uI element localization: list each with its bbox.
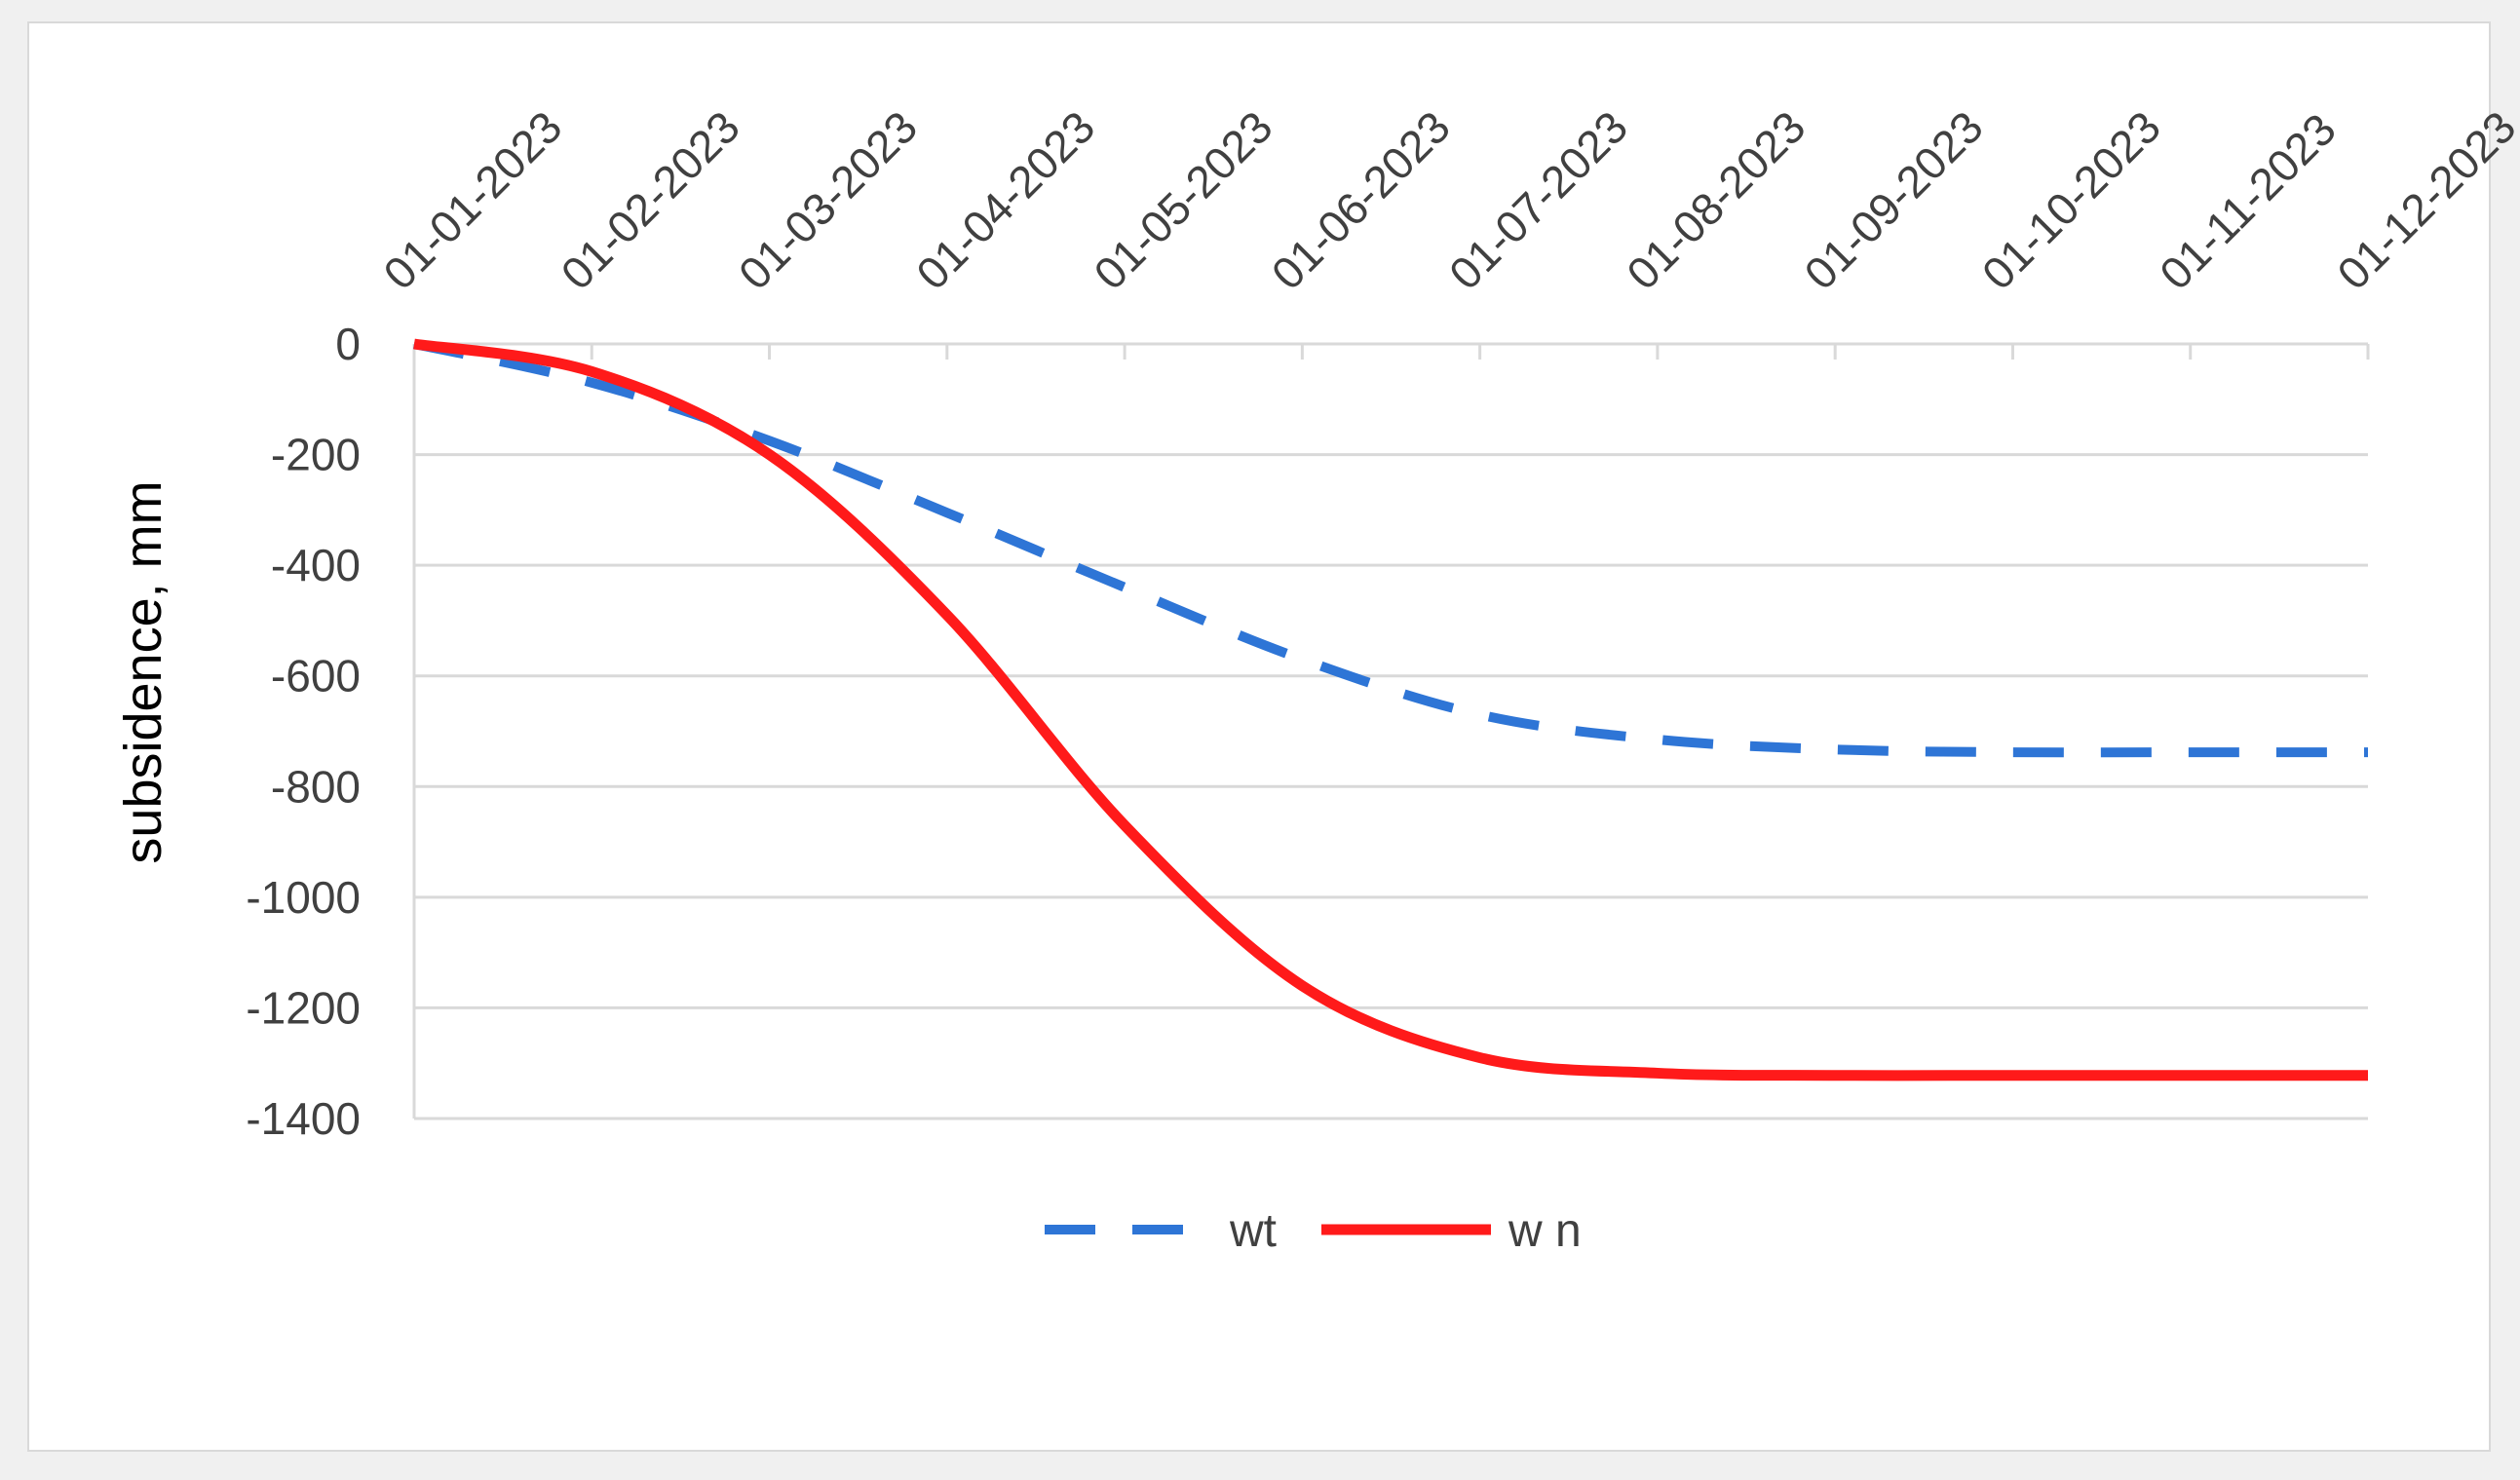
y-tick-label: -800	[271, 761, 361, 812]
x-tick-label: 01-01-2023	[373, 101, 571, 299]
chart-frame	[27, 21, 2491, 1452]
y-tick-label: -400	[271, 540, 361, 590]
y-axis-title: subsidence, mm	[114, 480, 172, 863]
x-tick-labels: 01-01-202301-02-202301-03-202301-04-2023…	[373, 101, 2520, 299]
y-tick-label: -1000	[246, 872, 361, 923]
x-tick-label: 01-05-2023	[1084, 101, 1281, 299]
x-tick-label: 01-08-2023	[1617, 101, 1814, 299]
y-tick-label: 0	[335, 319, 361, 369]
gridlines	[412, 342, 2370, 1120]
x-tick-label: 01-02-2023	[552, 101, 749, 299]
y-tick-label: -200	[271, 430, 361, 480]
series-line-w-n	[413, 338, 2368, 1082]
y-tick-label: -1400	[246, 1093, 361, 1144]
legend: wt w n	[1045, 1205, 1582, 1257]
y-tick-label: -1200	[246, 982, 361, 1033]
series-line-wt	[412, 339, 2368, 758]
x-tick-label: 01-06-2023	[1262, 101, 1460, 299]
x-tick-label: 01-12-2023	[2327, 101, 2520, 299]
series-lines	[412, 338, 2368, 1082]
x-tick-label: 01-07-2023	[1439, 101, 1637, 299]
y-tick-label: -600	[271, 651, 361, 702]
legend-label-wt: wt	[1229, 1205, 1277, 1257]
x-tick-label: 01-03-2023	[729, 101, 927, 299]
x-tick-label: 01-11-2023	[2150, 103, 2346, 299]
legend-label-w-n: w n	[1508, 1205, 1582, 1257]
y-tick-labels: 0 -200 -400 -600 -800 -1000 -1200 -1400	[246, 319, 361, 1144]
x-tick-label: 01-10-2023	[1972, 101, 2170, 299]
x-tick-label: 01-04-2023	[906, 101, 1104, 299]
x-tick-label: 01-09-2023	[1794, 101, 1992, 299]
